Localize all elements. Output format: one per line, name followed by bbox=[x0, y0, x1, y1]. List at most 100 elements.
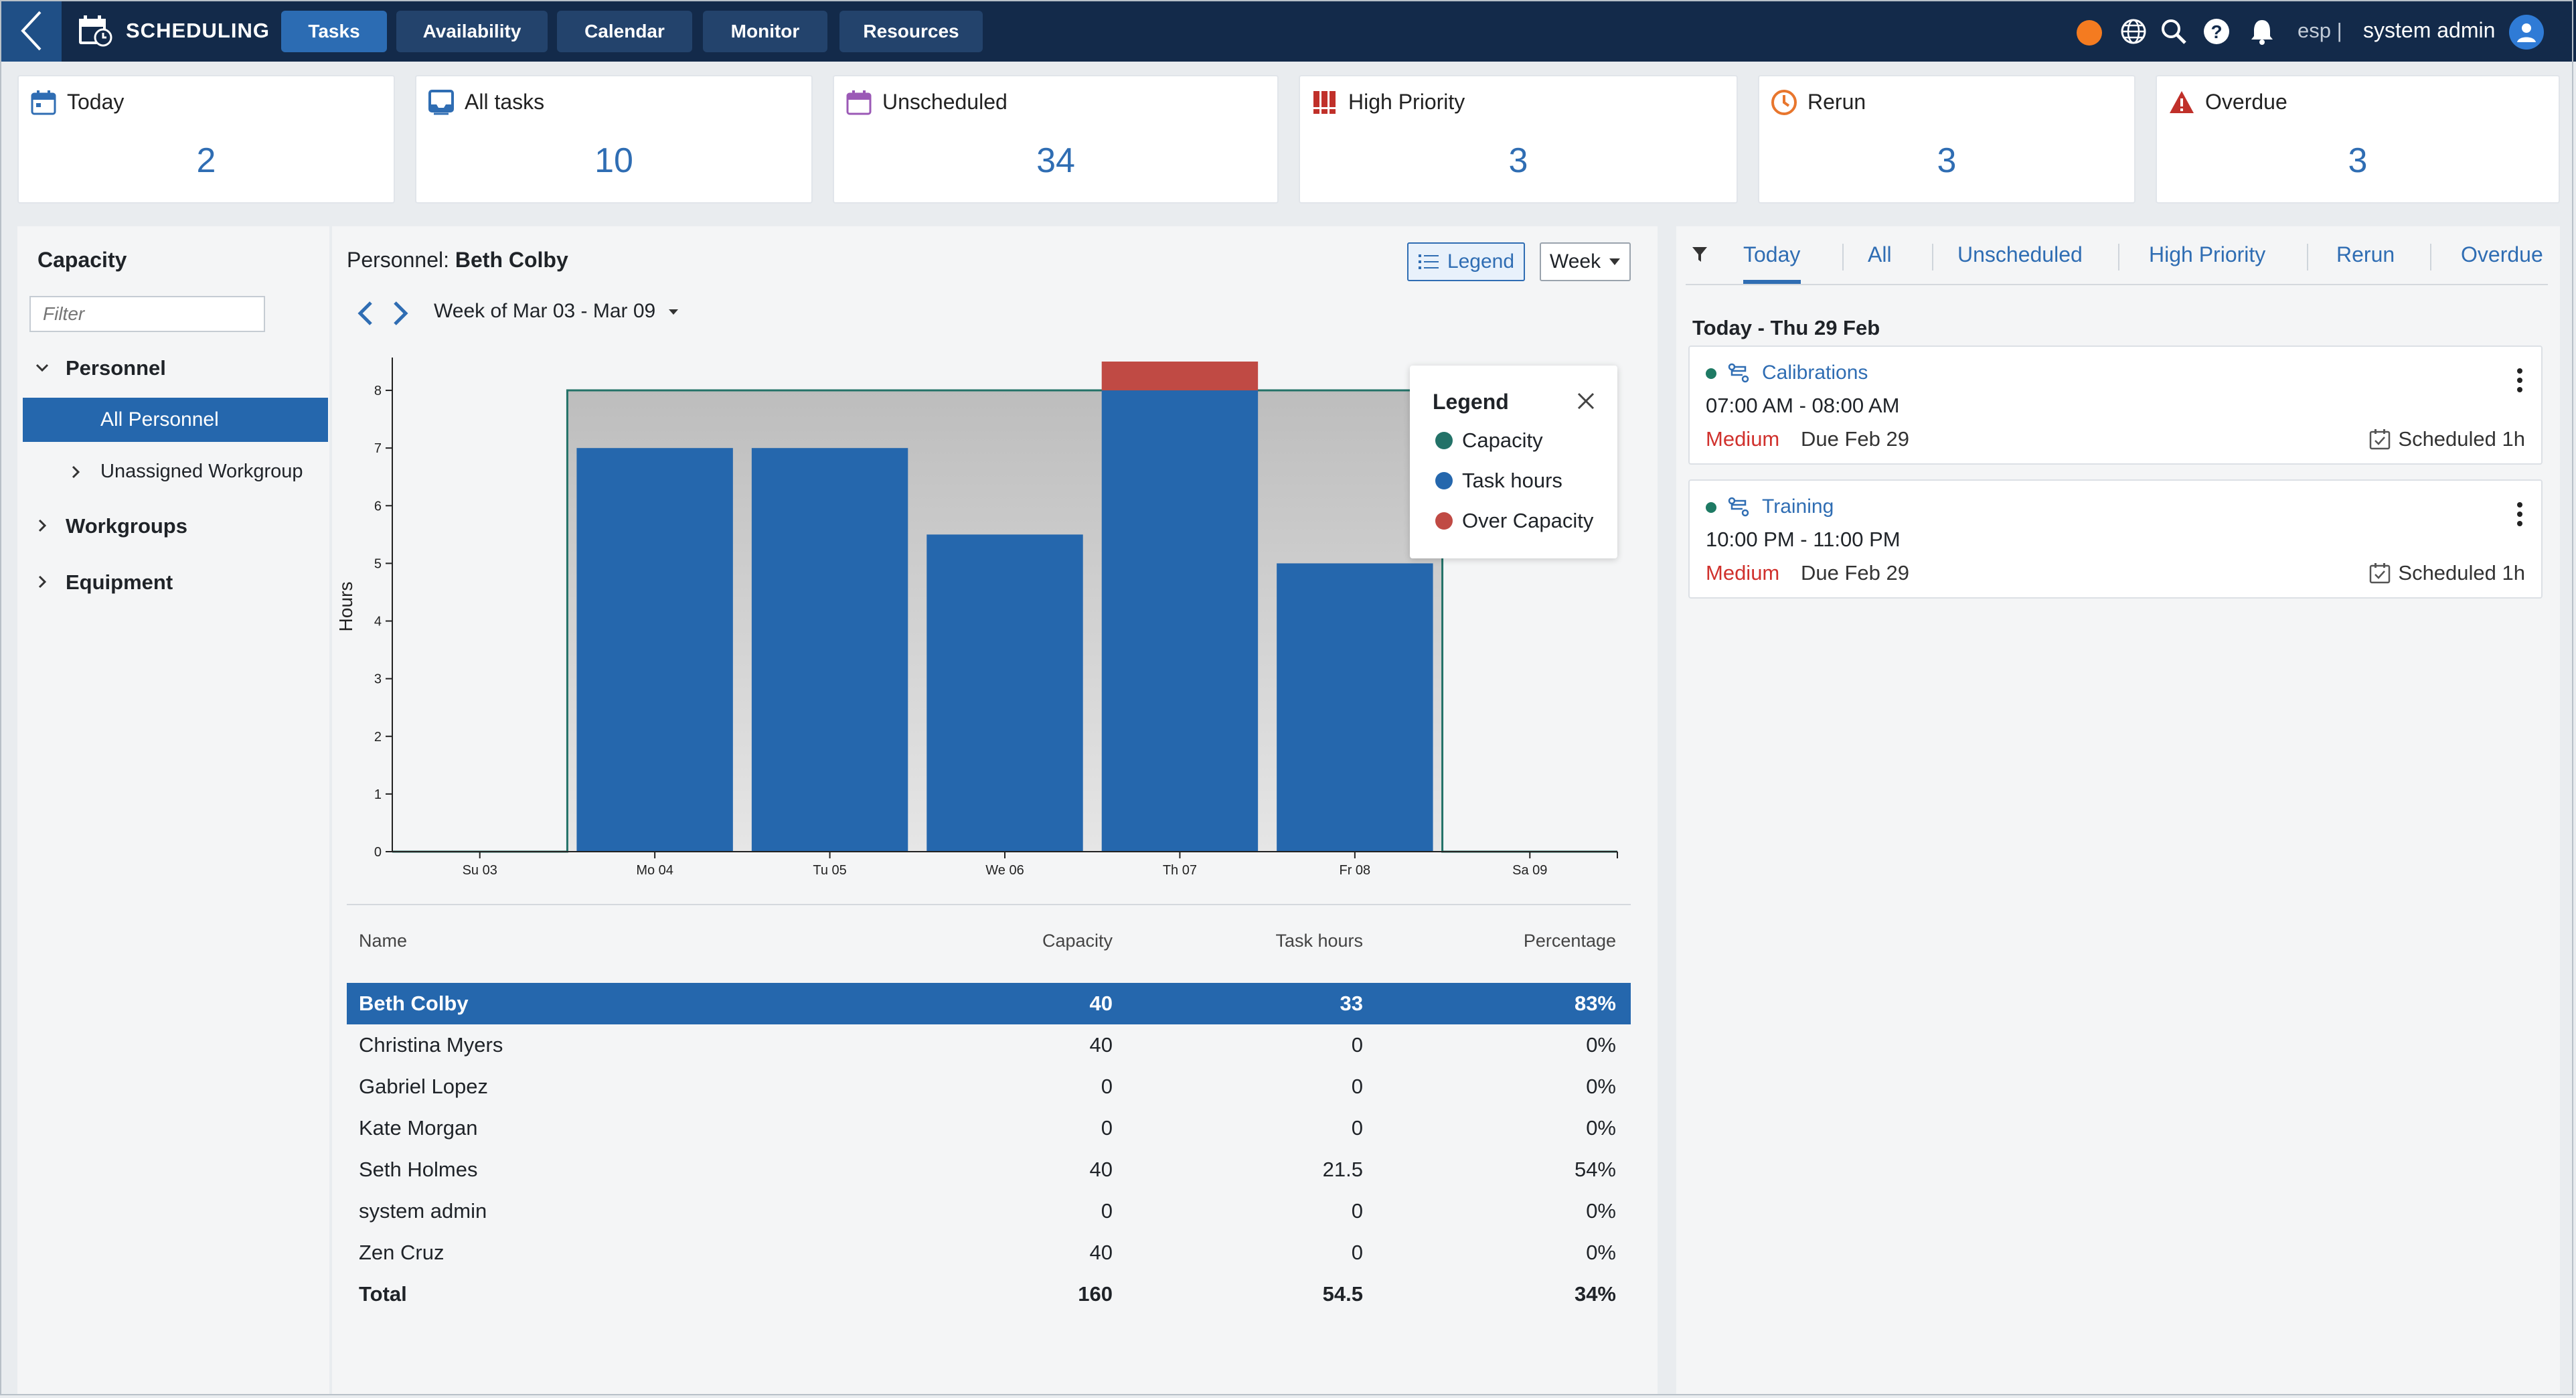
x-tick-label: Su 03 bbox=[463, 863, 497, 878]
more-vertical-icon[interactable] bbox=[2514, 499, 2525, 529]
tree-unassigned-workgroup[interactable]: Unassigned Workgroup bbox=[100, 461, 303, 482]
close-icon[interactable] bbox=[1575, 390, 1597, 412]
y-tick-label: 1 bbox=[374, 787, 382, 802]
tab-separator bbox=[1932, 244, 1933, 270]
kpi-overdue[interactable]: Overdue 3 bbox=[2156, 75, 2560, 204]
table-total-row: Total 160 54.5 34% bbox=[359, 1282, 1616, 1306]
more-vertical-icon[interactable] bbox=[2514, 366, 2525, 395]
table-row[interactable]: system admin 0 0 0% bbox=[359, 1199, 1616, 1223]
status-indicator[interactable] bbox=[2077, 20, 2102, 46]
capacity-chart: 0 1 2 3 4 5 6 7 8 Su 03 Mo 04 Tu 05 We 06 Th 07 Fr 08 S… bbox=[335, 358, 1618, 878]
nav-availability[interactable]: Availability bbox=[396, 11, 548, 52]
task-card[interactable]: Calibrations 07:00 AM - 08:00 AM Medium … bbox=[1688, 345, 2543, 465]
calendar-icon bbox=[31, 90, 56, 115]
chevron-down-icon[interactable] bbox=[33, 359, 51, 376]
active-tab-indicator bbox=[1743, 280, 1801, 284]
bell-icon[interactable] bbox=[2248, 17, 2276, 46]
tab-all[interactable]: All bbox=[1868, 242, 1892, 266]
tab-unscheduled[interactable]: Unscheduled bbox=[1957, 242, 2083, 266]
globe-icon[interactable] bbox=[2119, 17, 2148, 46]
table-row[interactable]: Beth Colby 40 33 83% bbox=[347, 983, 1631, 1024]
tab-today[interactable]: Today bbox=[1743, 242, 1801, 266]
tab-rerun[interactable]: Rerun bbox=[2336, 242, 2395, 266]
table-row[interactable]: Christina Myers 40 0 0% bbox=[359, 1033, 1616, 1057]
bar-task-hours-fr-08 bbox=[1277, 563, 1433, 852]
x-tick-label: Tu 05 bbox=[813, 863, 846, 878]
nav-monitor[interactable]: Monitor bbox=[703, 11, 827, 52]
y-axis-label: Hours bbox=[335, 582, 356, 632]
y-tick-label: 2 bbox=[374, 730, 382, 745]
inbox-icon bbox=[428, 90, 454, 115]
range-select[interactable]: Week bbox=[1540, 242, 1631, 281]
next-week-button[interactable] bbox=[387, 297, 414, 329]
nav-resources[interactable]: Resources bbox=[839, 11, 983, 52]
kpi-rerun[interactable]: Rerun 3 bbox=[1758, 75, 2136, 204]
capacity-title: Capacity bbox=[37, 248, 127, 272]
status-dot bbox=[1706, 368, 1716, 379]
tab-high-priority[interactable]: High Priority bbox=[2149, 242, 2266, 266]
kpi-today[interactable]: Today 2 bbox=[17, 75, 395, 204]
legend-button[interactable]: Legend bbox=[1407, 242, 1525, 281]
capacity-line bbox=[392, 389, 1617, 853]
week-select[interactable]: Week of Mar 03 - Mar 09 bbox=[434, 300, 679, 323]
prev-week-button[interactable] bbox=[352, 297, 379, 329]
personnel-title: Personnel: Beth Colby bbox=[347, 248, 568, 272]
task-card[interactable]: Training 10:00 PM - 11:00 PM Medium Due … bbox=[1688, 479, 2543, 599]
avatar[interactable] bbox=[2509, 15, 2544, 50]
filter-icon[interactable] bbox=[1691, 245, 1708, 264]
x-tick-label: Mo 04 bbox=[636, 863, 673, 878]
tree-all-personnel[interactable]: All Personnel bbox=[23, 398, 328, 442]
personnel-name: Beth Colby bbox=[455, 248, 568, 272]
kpi-high-priority[interactable]: High Priority 3 bbox=[1299, 75, 1738, 204]
y-tick-label: 3 bbox=[374, 672, 382, 687]
task-due: Due Feb 29 bbox=[1801, 561, 1909, 585]
tab-separator bbox=[2307, 244, 2308, 270]
kpi-label: Overdue bbox=[2205, 90, 2287, 114]
kpi-value: 2 bbox=[196, 141, 216, 180]
warning-icon bbox=[2170, 91, 2194, 113]
caret-down-icon bbox=[1609, 258, 1621, 265]
table-row[interactable]: Zen Cruz 40 0 0% bbox=[359, 1241, 1616, 1264]
tab-separator bbox=[2118, 244, 2119, 270]
y-tick-label: 8 bbox=[374, 384, 382, 398]
tree-personnel[interactable]: Personnel bbox=[66, 356, 166, 380]
range-select-label: Week bbox=[1549, 250, 1601, 273]
legend-popover: Legend Capacity Task hours Over Capacity bbox=[1410, 366, 1617, 558]
filter-input[interactable] bbox=[29, 296, 265, 332]
language-switch[interactable]: esp | bbox=[2298, 19, 2342, 42]
table-row[interactable]: Kate Morgan 0 0 0% bbox=[359, 1116, 1616, 1140]
search-icon[interactable] bbox=[2160, 17, 2188, 46]
chevron-right-icon[interactable] bbox=[67, 463, 84, 481]
chevron-right-icon[interactable] bbox=[33, 517, 51, 534]
legend-item-task-hours: Task hours bbox=[1435, 469, 1562, 493]
chevron-right-icon[interactable] bbox=[33, 573, 51, 591]
y-tick-label: 6 bbox=[374, 499, 382, 514]
user-name[interactable]: system admin bbox=[2363, 18, 2496, 42]
nav-tasks[interactable]: Tasks bbox=[281, 11, 387, 52]
x-tick-label: Sa 09 bbox=[1512, 863, 1547, 878]
help-icon[interactable]: ? bbox=[2202, 17, 2231, 46]
user-icon bbox=[2517, 23, 2536, 42]
workflow-icon bbox=[1728, 363, 1749, 383]
svg-text:?: ? bbox=[2210, 21, 2222, 42]
kpi-all-tasks[interactable]: All tasks 10 bbox=[415, 75, 813, 204]
nav-calendar[interactable]: Calendar bbox=[557, 11, 692, 52]
y-tick-label: 0 bbox=[374, 845, 382, 860]
task-priority: Medium bbox=[1706, 561, 1780, 585]
kpi-unscheduled[interactable]: Unscheduled 34 bbox=[833, 75, 1279, 204]
kpi-label: Today bbox=[67, 90, 125, 114]
task-name[interactable]: Training bbox=[1762, 495, 1834, 518]
bar-task-hours-th-07 bbox=[1101, 390, 1259, 852]
table-row[interactable]: Gabriel Lopez 0 0 0% bbox=[359, 1075, 1616, 1098]
table-row[interactable]: Seth Holmes 40 21.5 54% bbox=[359, 1158, 1616, 1181]
task-name[interactable]: Calibrations bbox=[1762, 362, 1868, 384]
kpi-value: 10 bbox=[594, 141, 633, 180]
tree-workgroups[interactable]: Workgroups bbox=[66, 514, 187, 538]
calendar-check-icon bbox=[2370, 563, 2391, 584]
x-tick-label: We 06 bbox=[985, 863, 1024, 878]
tab-overdue[interactable]: Overdue bbox=[2461, 242, 2543, 266]
priority-icon bbox=[1313, 91, 1336, 114]
tree-equipment[interactable]: Equipment bbox=[66, 570, 173, 594]
back-button[interactable] bbox=[0, 0, 62, 62]
calendar-clock-icon bbox=[79, 15, 112, 47]
